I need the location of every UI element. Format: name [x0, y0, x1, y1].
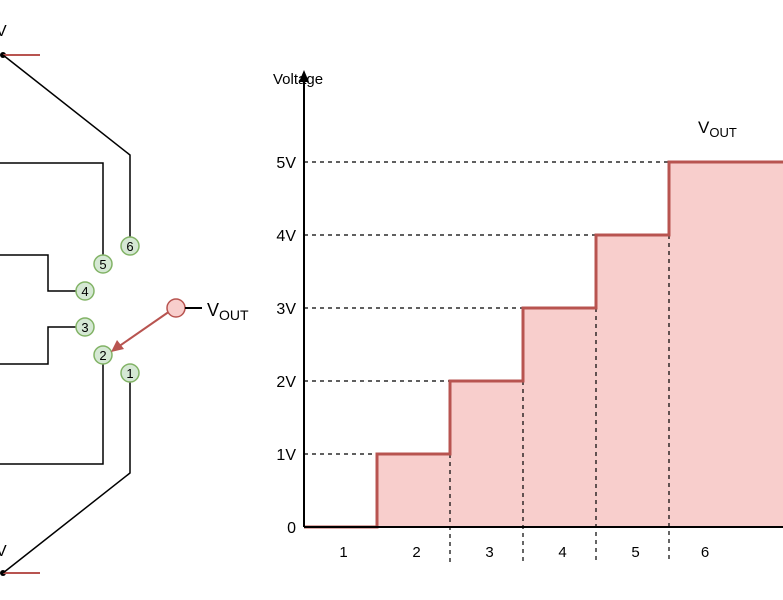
y-tick-label-2: 2V — [276, 374, 296, 391]
tap-6[interactable]: 6 — [120, 236, 140, 256]
x-position-label-1: 1 — [339, 544, 347, 561]
chart-gridlines — [304, 161, 670, 563]
chart-fill-layer — [377, 162, 783, 527]
wire-tap-1 — [2, 382, 131, 574]
y-tick-label-3: 3V — [276, 301, 296, 318]
voltage-chart: Voltage 0 1V 2V 3V 4V 5V 1 2 3 4 5 6 VOUT — [273, 70, 783, 563]
tap-1-label: 1 — [126, 366, 133, 381]
tap-4[interactable]: 4 — [75, 281, 95, 301]
wiper-arrow — [111, 310, 171, 352]
x-position-label-4: 4 — [558, 544, 566, 561]
step-fill-6 — [669, 162, 783, 527]
chart-labels: Voltage 0 1V 2V 3V 4V 5V 1 2 3 4 5 6 VOUT — [273, 71, 737, 561]
y-tick-label-4: 4V — [276, 228, 296, 245]
step-fill-4 — [523, 308, 596, 527]
tap-markers: 6 5 4 3 2 1 — [75, 236, 140, 383]
y-axis-title: Voltage — [273, 71, 323, 88]
x-position-label-6: 6 — [701, 544, 709, 561]
output-terminal[interactable]: VOUT — [166, 298, 249, 323]
output-label: VOUT — [207, 300, 249, 323]
wire-tap-5 — [0, 162, 104, 255]
tap-4-label: 4 — [81, 284, 88, 299]
tap-3[interactable]: 3 — [75, 317, 95, 337]
x-position-label-5: 5 — [631, 544, 639, 561]
wire-tap-6 — [2, 54, 131, 237]
tap-6-label: 6 — [126, 239, 133, 254]
wire-tap-2 — [0, 364, 104, 465]
tap-1[interactable]: 1 — [120, 363, 140, 383]
tap-3-label: 3 — [81, 320, 88, 335]
tap-2[interactable]: 2 — [93, 345, 113, 365]
wiper-line — [117, 310, 171, 348]
x-position-label-3: 3 — [485, 544, 493, 561]
wire-tap-3 — [0, 326, 76, 365]
bottom-supply-label: V — [0, 543, 7, 560]
chart-step-line — [304, 160, 783, 529]
x-position-label-2: 2 — [412, 544, 420, 561]
tap-2-label: 2 — [99, 348, 106, 363]
y-tick-label-5: 5V — [276, 155, 296, 172]
series-label-vout: VOUT — [698, 118, 737, 140]
tap-5-label: 5 — [99, 257, 106, 272]
step-fill-2 — [377, 454, 450, 527]
y-axis-arrowhead — [299, 70, 309, 82]
tap-5[interactable]: 5 — [93, 254, 113, 274]
schematic-wires — [0, 54, 131, 574]
step-fill-3 — [450, 381, 523, 527]
wire-tap-4 — [0, 254, 76, 292]
wiper-arrowhead — [111, 340, 124, 352]
output-node — [166, 298, 186, 318]
top-supply-label: V — [0, 23, 7, 40]
step-fill-5 — [596, 235, 669, 527]
switch-schematic: V V 6 5 4 — [0, 23, 249, 576]
y-tick-label-0: 0 — [287, 520, 296, 537]
y-tick-label-1: 1V — [276, 447, 296, 464]
chart-axes — [299, 70, 783, 528]
vout-step-line — [304, 160, 783, 529]
